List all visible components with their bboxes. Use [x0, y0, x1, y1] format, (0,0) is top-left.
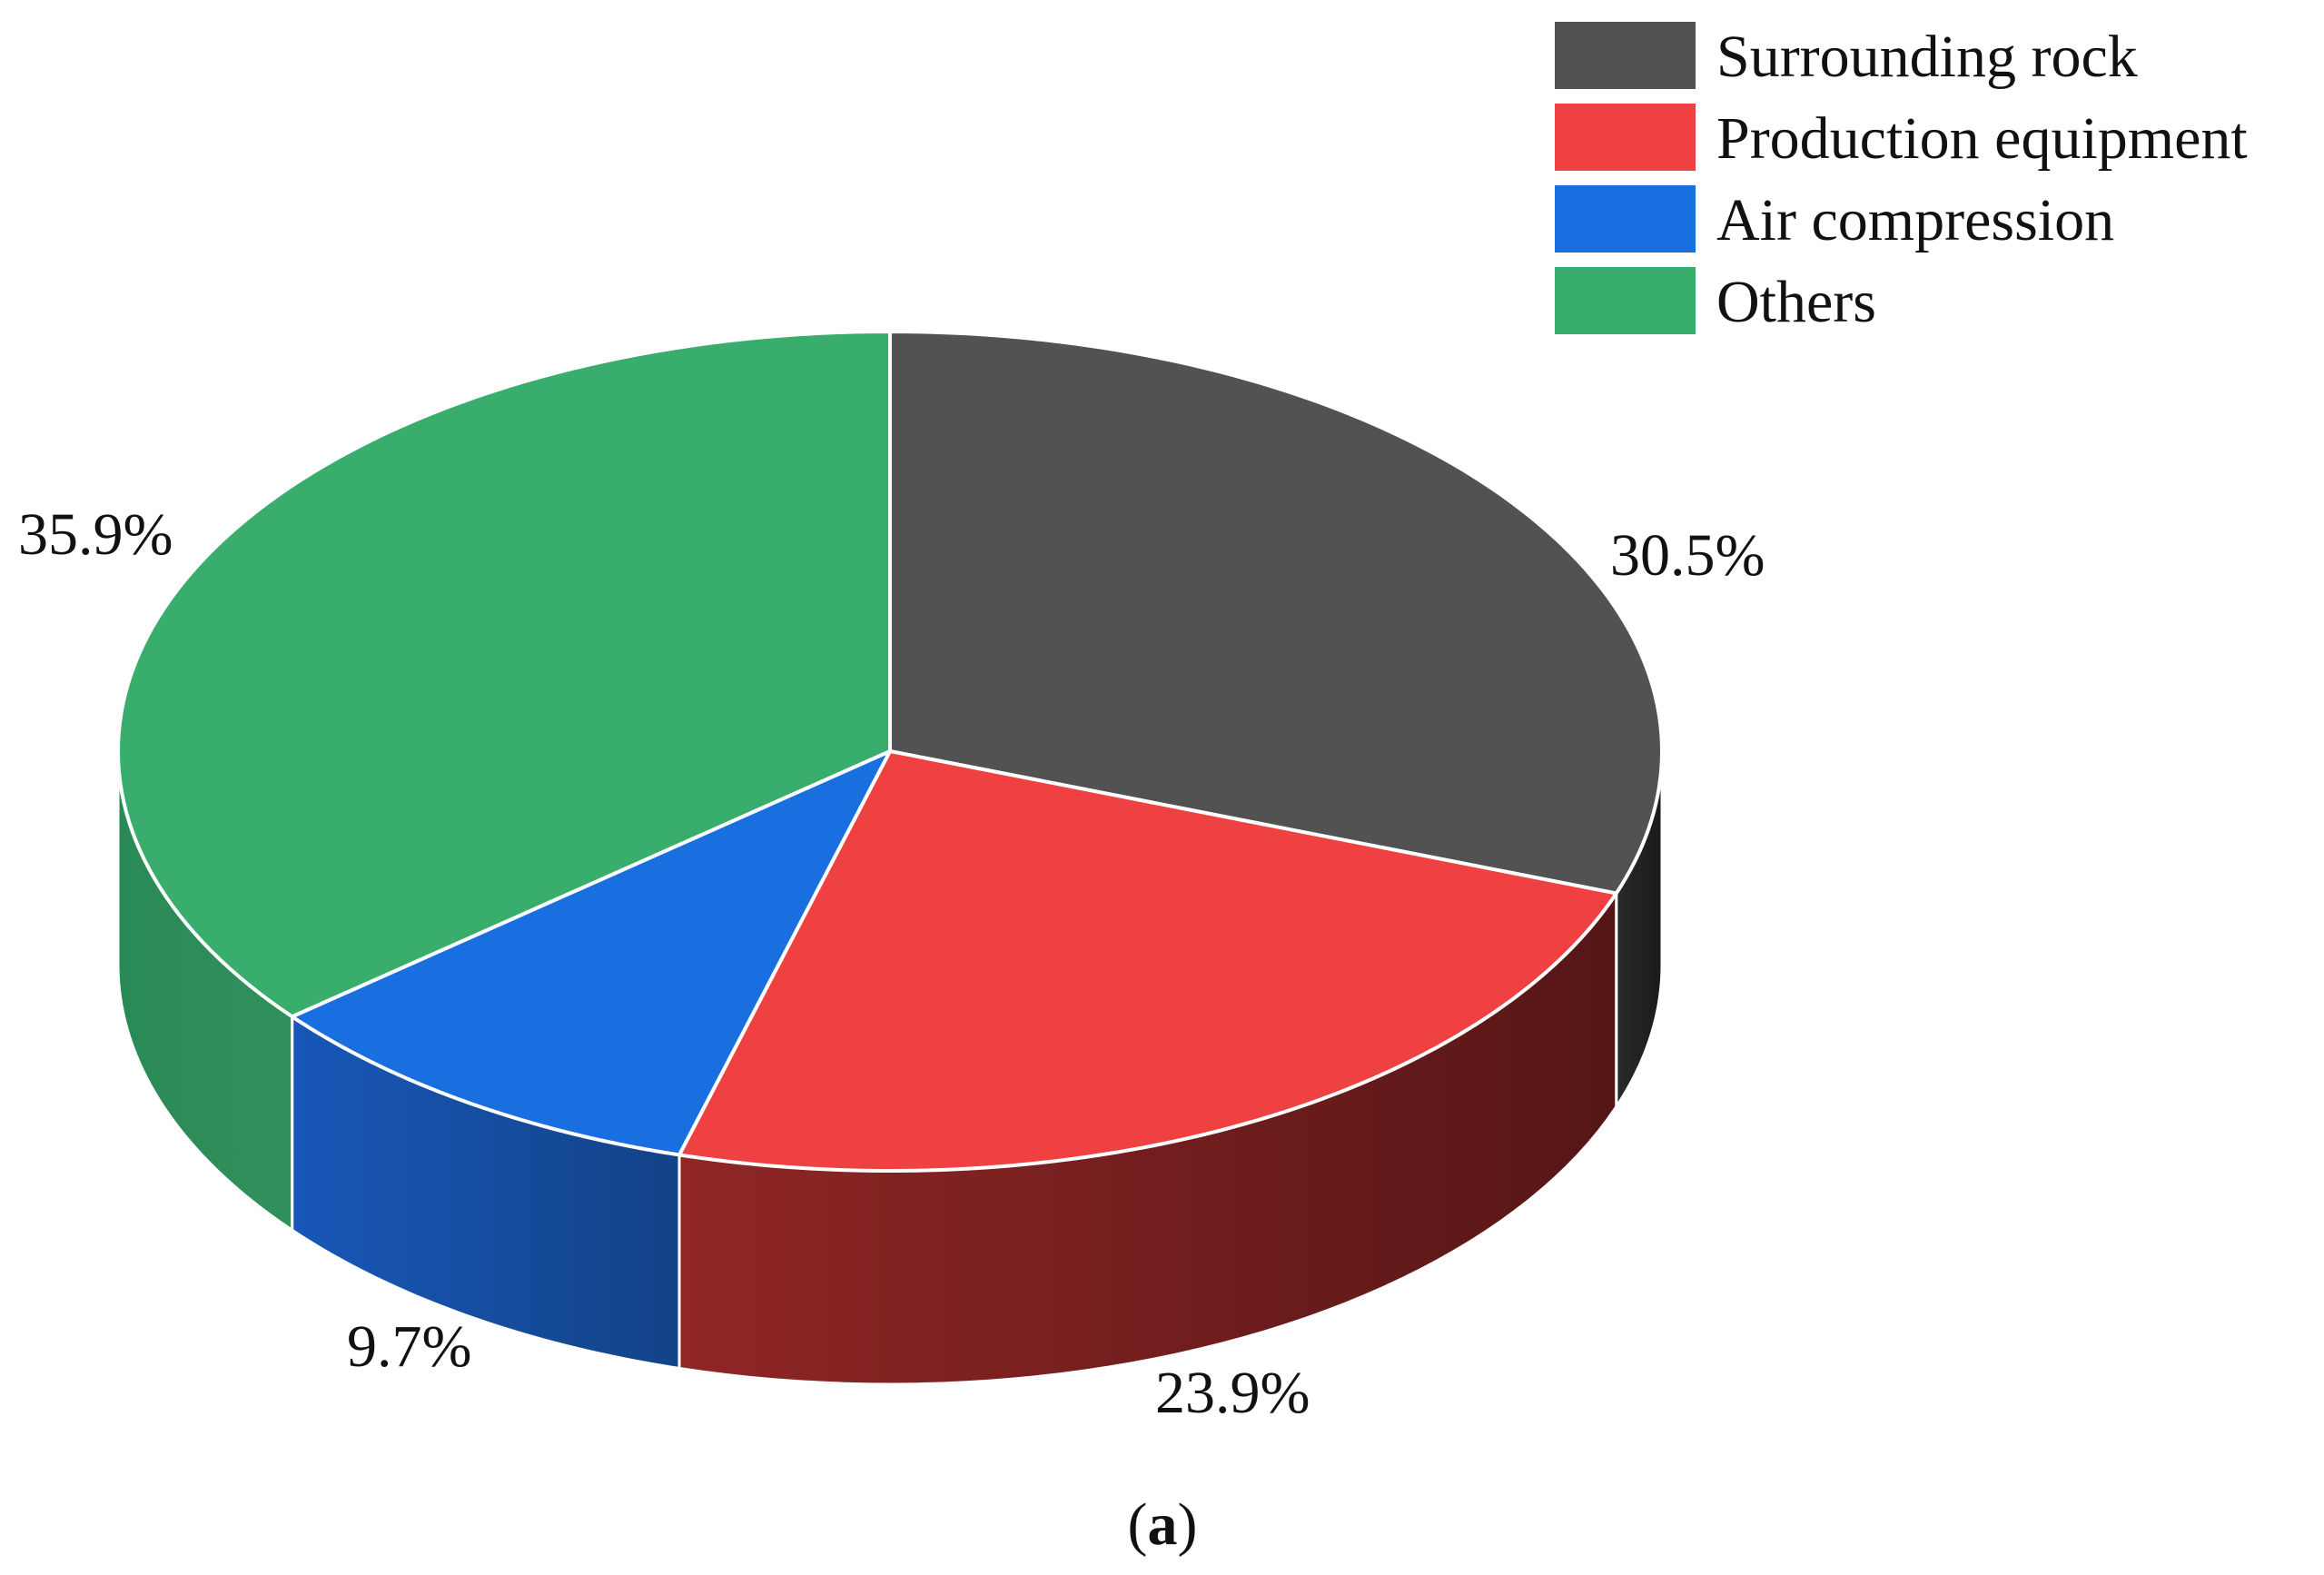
pie-slice-surrounding-rock	[888, 330, 1664, 896]
legend-label-production-equipment: Production equipment	[1716, 105, 2248, 172]
pie-slice-air-compression	[290, 749, 892, 1157]
caption-letter: a	[1148, 1491, 1178, 1558]
legend-label-air-compression: Air compression	[1716, 187, 2114, 253]
legend-label-others: Others	[1716, 269, 1876, 335]
legend-swatch-production-equipment	[1555, 104, 1696, 171]
legend-label-surrounding-rock: Surrounding rock	[1716, 24, 2138, 90]
legend-item-others: Others	[1555, 267, 1876, 335]
caption-open-paren: (	[1128, 1491, 1148, 1558]
figure-caption: (a)	[1128, 1491, 1198, 1558]
caption-close-paren: )	[1178, 1491, 1198, 1558]
value-label-surrounding-rock: 30.5%	[1610, 522, 1765, 589]
legend-item-air-compression: Air compression	[1555, 185, 2114, 253]
value-label-production-equipment: 23.9%	[1155, 1360, 1310, 1426]
legend-item-production-equipment: Production equipment	[1555, 104, 2248, 172]
value-label-others: 35.9%	[18, 501, 173, 568]
pie-slice-others	[116, 330, 892, 1019]
legend-swatch-others	[1555, 267, 1696, 334]
legend-swatch-air-compression	[1555, 185, 1696, 253]
pie-slice-production-equipment	[677, 749, 1618, 1173]
pie-value-labels: 30.5% 23.9% 9.7% 35.9%	[18, 501, 1765, 1426]
pie-slices	[116, 330, 1664, 1173]
legend: Surrounding rock Production equipment Ai…	[1555, 22, 2248, 335]
legend-swatch-surrounding-rock	[1555, 22, 1696, 89]
legend-item-surrounding-rock: Surrounding rock	[1555, 22, 2138, 90]
value-label-air-compression: 9.7%	[347, 1313, 471, 1380]
pie-sides	[116, 750, 1664, 1386]
